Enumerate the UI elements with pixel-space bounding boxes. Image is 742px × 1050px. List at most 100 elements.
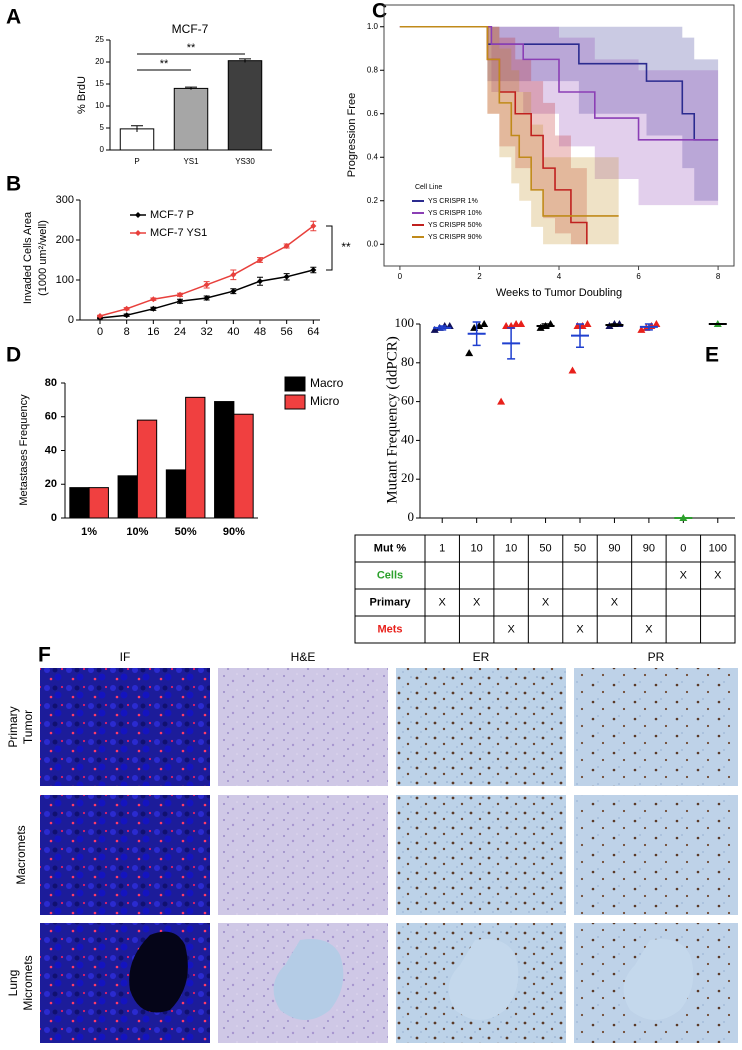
lumen (448, 939, 519, 1020)
x-tick-label: 0 (398, 272, 403, 281)
y-tick-label: 20 (95, 57, 104, 66)
lumen (129, 931, 188, 1013)
y-tick-label: 300 (56, 194, 74, 206)
x-tick-label: 0 (97, 326, 103, 338)
micrograph (574, 668, 738, 786)
panel-label: D (6, 344, 21, 367)
x-tick-label: 48 (254, 326, 266, 338)
marker (257, 257, 263, 263)
legend-title: Cell Line (415, 184, 442, 191)
error-bar (131, 125, 143, 132)
y-tick-label: 200 (56, 234, 74, 246)
x-tick-label: 8 (124, 326, 130, 338)
legend-swatch (284, 376, 306, 392)
column-label: H&E (291, 650, 316, 664)
y-tick-label: 20 (401, 470, 414, 485)
x-tick-label: 90% (223, 526, 245, 538)
y-tick-label: 1.0 (367, 22, 379, 31)
y-tick-label: 60 (401, 393, 414, 408)
x-axis-label: Weeks to Tumor Doubling (496, 287, 622, 299)
y-tick-label: 0.6 (367, 109, 379, 118)
table-cell: X (542, 596, 550, 608)
series-line (99, 225, 314, 317)
bar (165, 469, 187, 519)
panel-f: F IF H&E ER PR Primary Tumor Macromets L… (6, 644, 738, 1043)
x-tick-label: 40 (227, 326, 239, 338)
marker (123, 312, 130, 319)
legend-label: YS CRISPR 1% (428, 198, 478, 205)
x-tick-label: 50% (175, 526, 197, 538)
legend-label: MCF-7 P (150, 209, 194, 221)
data-point (568, 366, 577, 374)
x-tick-label: YS1 (183, 157, 199, 166)
panel-label: C (372, 0, 387, 23)
y-tick-label: 5 (100, 123, 105, 132)
y-tick-label: 100 (395, 315, 415, 330)
y-tick-label: 20 (45, 478, 57, 490)
data-point (480, 320, 489, 327)
row-label: Macromets (14, 825, 28, 884)
table-header: 1 (439, 542, 445, 554)
data-point (583, 320, 592, 327)
x-tick-label: 24 (174, 326, 186, 338)
x-tick-label: YS30 (235, 157, 255, 166)
confidence-band (399, 26, 719, 206)
table-cell: X (714, 569, 722, 581)
column-label: IF (120, 650, 131, 664)
panel-label: A (6, 6, 21, 29)
x-tick-label: 4 (557, 272, 562, 281)
bar (185, 396, 206, 519)
y-axis-label: Mutant Frequency (ddPCR) (384, 336, 400, 503)
table-cell: X (611, 596, 619, 608)
row-label: Mets (377, 623, 402, 635)
legend-label: YS CRISPR 50% (428, 222, 482, 229)
error-bar (185, 86, 197, 90)
bar (214, 401, 235, 519)
y-tick-label: 25 (95, 35, 104, 44)
legend-marker (135, 212, 141, 218)
bar (69, 487, 90, 519)
y-tick-label: 0 (408, 509, 415, 524)
table-cell: X (439, 596, 447, 608)
micrograph (218, 668, 388, 786)
series-line (99, 269, 314, 319)
marker (257, 278, 263, 285)
table-header: 10 (471, 542, 483, 554)
bar (88, 487, 109, 519)
bar (119, 128, 155, 151)
micrograph (396, 795, 566, 915)
chart-title: MCF-7 (172, 22, 209, 36)
bar (227, 60, 263, 151)
marker (177, 291, 183, 298)
micrograph (40, 668, 210, 786)
data-point (465, 349, 474, 357)
significance-bracket (326, 225, 333, 271)
table-header: 50 (539, 542, 551, 554)
marker (150, 296, 157, 303)
marker (177, 298, 183, 305)
bar (136, 419, 158, 519)
y-tick-label: 15 (95, 79, 104, 88)
data-point (637, 325, 646, 333)
data-point (497, 397, 506, 405)
marker (230, 288, 237, 295)
panel-label: B (6, 173, 21, 196)
marker (230, 271, 237, 278)
legend-label: Micro (310, 394, 340, 408)
y-tick-label: 0.2 (367, 196, 379, 205)
x-tick-label: 1% (81, 526, 97, 538)
marker (310, 223, 317, 229)
x-tick-label: P (134, 157, 139, 166)
table-cell: X (576, 623, 584, 635)
x-tick-label: 64 (307, 326, 319, 338)
legend-label: Macro (310, 376, 344, 390)
y-tick-label: 40 (401, 431, 414, 446)
x-tick-label: 8 (716, 272, 721, 281)
table-header: 50 (574, 542, 586, 554)
marker (310, 267, 317, 273)
row-label: Tumor (21, 710, 35, 744)
y-tick-label: 0.4 (367, 152, 379, 161)
data-point (430, 325, 439, 333)
significance-label: ** (341, 240, 351, 254)
row-label: Micromets (21, 955, 35, 1010)
